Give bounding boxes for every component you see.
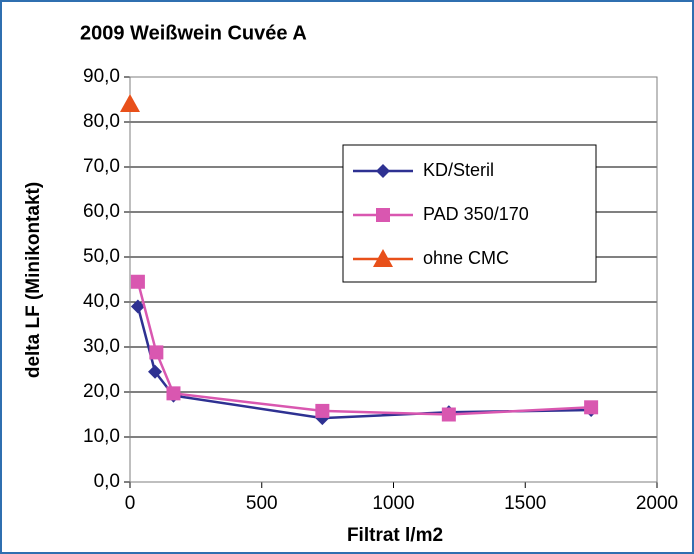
y-axis-label: delta LF (Minikontakt) <box>23 182 44 378</box>
legend-label: ohne CMC <box>423 248 509 268</box>
plot-area <box>129 76 658 483</box>
y-tick-label: 0,0 <box>94 471 120 492</box>
x-tick-label: 1000 <box>372 493 414 514</box>
legend-label: KD/Steril <box>423 160 494 180</box>
y-tick-label: 40,0 <box>83 291 120 312</box>
series-line <box>136 306 592 420</box>
y-tick-label: 50,0 <box>83 246 120 267</box>
chart-title: 2009 Weißwein Cuvée A <box>80 22 307 44</box>
marker-square <box>376 208 390 222</box>
marker-square <box>166 386 181 401</box>
y-tick-label: 90,0 <box>83 66 120 87</box>
marker-diamond <box>148 364 163 379</box>
marker-triangle <box>120 94 140 112</box>
marker-square <box>441 407 456 422</box>
marker-square <box>315 403 330 418</box>
marker-square <box>130 274 145 289</box>
x-tick-label: 500 <box>246 493 278 514</box>
y-tick-label: 80,0 <box>83 111 120 132</box>
marker-square <box>149 345 164 360</box>
marker-square <box>584 400 599 415</box>
y-tick-label: 10,0 <box>83 426 120 447</box>
marker-diamond <box>130 299 145 314</box>
x-tick-label: 0 <box>125 493 136 514</box>
y-tick-label: 30,0 <box>83 336 120 357</box>
series-line <box>136 281 592 416</box>
y-tick-label: 60,0 <box>83 201 120 222</box>
y-tick-label: 70,0 <box>83 156 120 177</box>
legend-label: PAD 350/170 <box>423 204 529 224</box>
marker-diamond <box>376 164 390 178</box>
marker-triangle <box>373 249 393 267</box>
x-axis-label: Filtrat l/m2 <box>347 525 443 546</box>
x-tick-label: 2000 <box>636 493 678 514</box>
y-tick-label: 20,0 <box>83 381 120 402</box>
x-tick-label: 1500 <box>504 493 546 514</box>
